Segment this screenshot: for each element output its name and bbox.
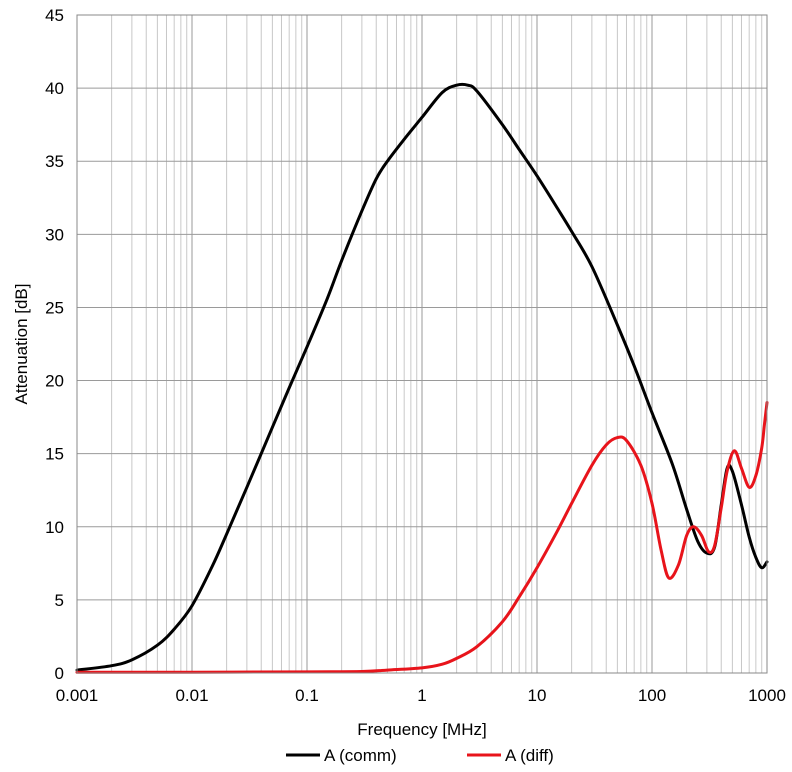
x-tick-label: 1000	[748, 686, 786, 705]
x-tick-labels: 0.001 0.01 0.1 1 10 100 1000	[56, 686, 786, 705]
y-tick-label: 45	[45, 6, 64, 25]
x-tick-label: 100	[638, 686, 666, 705]
series-line-a-diff	[75, 400, 769, 674]
y-tick-label: 5	[55, 591, 64, 610]
major-grid	[76, 14, 768, 674]
y-tick-label: 0	[55, 664, 64, 683]
y-tick-label: 20	[45, 372, 64, 391]
series-layer	[75, 82, 769, 674]
x-tick-label: 0.01	[175, 686, 208, 705]
x-tick-label: 0.001	[56, 686, 99, 705]
y-tick-label: 40	[45, 79, 64, 98]
y-tick-label: 10	[45, 518, 64, 537]
y-tick-label: 35	[45, 152, 64, 171]
x-tick-label: 1	[417, 686, 426, 705]
x-tick-label: 10	[528, 686, 547, 705]
legend: A (comm) A (diff)	[286, 746, 554, 765]
x-tick-label: 0.1	[295, 686, 319, 705]
legend-label-a-comm: A (comm)	[324, 746, 397, 765]
plot-frame	[76, 14, 768, 674]
x-axis-title: Frequency [MHz]	[357, 720, 486, 739]
y-axis-title: Attenuation [dB]	[12, 284, 31, 405]
y-tick-labels: 0 5 10 15 20 25 30 35 40 45	[45, 6, 64, 683]
minor-grid	[111, 15, 763, 673]
y-tick-label: 30	[45, 225, 64, 244]
y-tick-label: 15	[45, 445, 64, 464]
legend-label-a-diff: A (diff)	[505, 746, 554, 765]
y-tick-label: 25	[45, 298, 64, 317]
